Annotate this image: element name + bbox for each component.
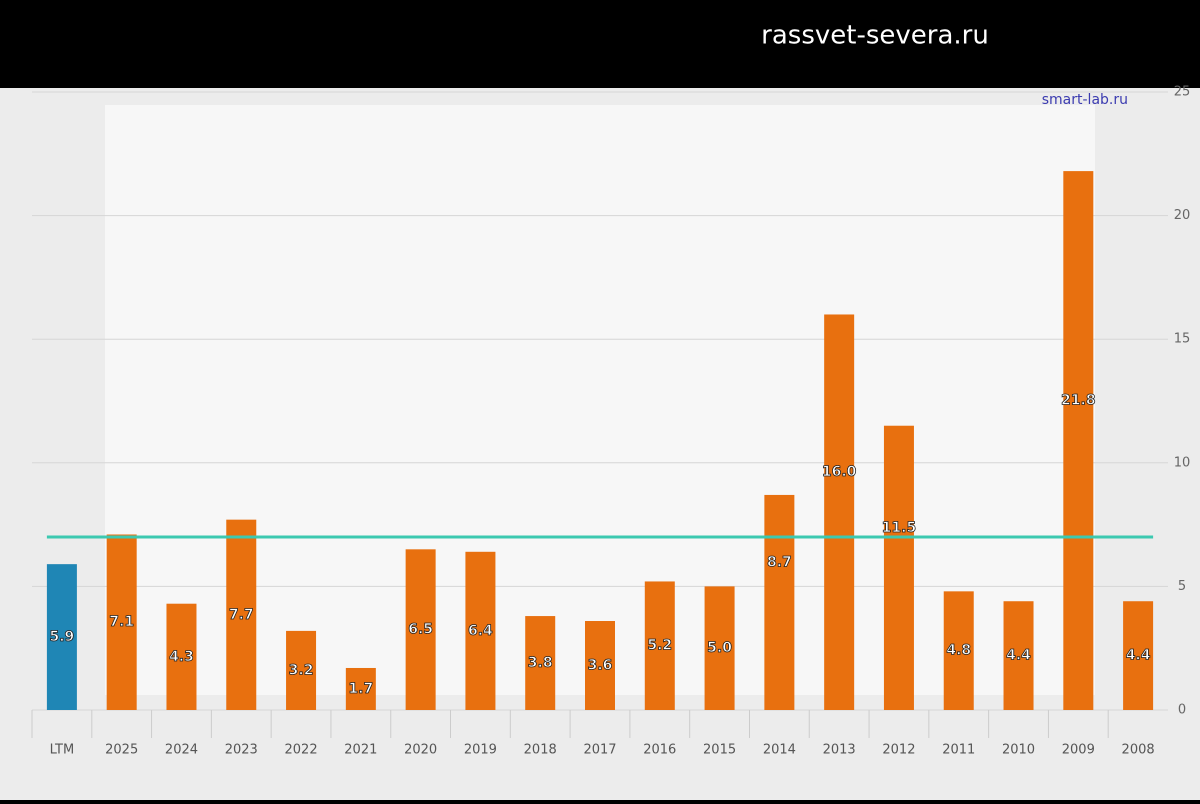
bar bbox=[286, 630, 317, 710]
bar bbox=[525, 616, 556, 710]
data-label: 4.8 bbox=[946, 643, 971, 659]
x-tick-label: 2014 bbox=[763, 743, 796, 758]
data-label: 5.2 bbox=[647, 638, 672, 654]
x-tick-label: 2011 bbox=[942, 743, 975, 758]
x-tick-label: 2009 bbox=[1062, 743, 1095, 758]
data-label: 5.9 bbox=[49, 629, 74, 645]
y-tick-label: 25 bbox=[1174, 85, 1191, 100]
y-tick-label: 10 bbox=[1174, 455, 1191, 470]
x-tick-label: LTM bbox=[50, 743, 75, 758]
data-label: 4.4 bbox=[1006, 648, 1031, 664]
plot-highlight bbox=[105, 105, 1095, 695]
x-tick-label: 2022 bbox=[285, 743, 318, 758]
y-tick-label: 0 bbox=[1178, 703, 1186, 718]
bar bbox=[405, 549, 436, 710]
bar bbox=[764, 494, 795, 710]
x-tick-label: 2020 bbox=[404, 743, 437, 758]
x-tick-label: 2017 bbox=[583, 743, 616, 758]
bar bbox=[943, 591, 974, 710]
data-label: 11.5 bbox=[882, 520, 917, 536]
data-label: 3.2 bbox=[289, 662, 314, 678]
data-label: 6.5 bbox=[408, 622, 433, 638]
data-label: 8.7 bbox=[767, 554, 792, 570]
bar bbox=[883, 425, 914, 710]
x-tick-label: 2019 bbox=[464, 743, 497, 758]
bar bbox=[585, 621, 615, 710]
x-tick-label: 2013 bbox=[823, 743, 856, 758]
source: smart-lab.ru bbox=[1042, 92, 1128, 108]
bar bbox=[465, 551, 496, 710]
bar bbox=[226, 519, 257, 710]
data-label: 1.7 bbox=[348, 681, 373, 697]
data-label: 6.4 bbox=[468, 623, 493, 639]
x-tick-label: 2023 bbox=[225, 743, 258, 758]
data-label: 4.3 bbox=[169, 649, 194, 665]
y-tick-label: 5 bbox=[1178, 579, 1186, 594]
bar bbox=[345, 667, 376, 710]
bar bbox=[1003, 601, 1034, 710]
bar bbox=[644, 581, 675, 710]
data-label: 3.8 bbox=[528, 655, 553, 671]
data-label: 16.0 bbox=[822, 464, 857, 480]
y-tick-label: 20 bbox=[1174, 208, 1191, 223]
data-label: 5.0 bbox=[707, 640, 732, 656]
x-tick-label: 2010 bbox=[1002, 743, 1035, 758]
x-tick-label: 2012 bbox=[882, 743, 915, 758]
data-label: 7.7 bbox=[229, 607, 254, 623]
bar bbox=[1063, 171, 1094, 710]
y-tick-label: 15 bbox=[1174, 332, 1191, 347]
watermark: rassvet-severa.ru bbox=[761, 21, 989, 51]
x-tick-label: 2008 bbox=[1122, 743, 1155, 758]
data-label: 3.6 bbox=[588, 658, 613, 674]
x-tick-label: 2015 bbox=[703, 743, 736, 758]
x-tick-label: 2024 bbox=[165, 743, 198, 758]
bar bbox=[1123, 601, 1154, 710]
x-tick-label: 2025 bbox=[105, 743, 138, 758]
x-tick-label: 2021 bbox=[344, 743, 377, 758]
bar bbox=[46, 564, 77, 710]
x-tick-label: 2018 bbox=[524, 743, 557, 758]
bar bbox=[106, 534, 137, 710]
bar bbox=[166, 603, 197, 710]
bar bbox=[704, 586, 735, 710]
bar bbox=[824, 314, 855, 710]
data-label: 4.4 bbox=[1126, 648, 1151, 664]
x-tick-label: 2016 bbox=[643, 743, 676, 758]
data-label: 21.8 bbox=[1061, 393, 1096, 409]
data-label: 7.1 bbox=[109, 614, 134, 630]
